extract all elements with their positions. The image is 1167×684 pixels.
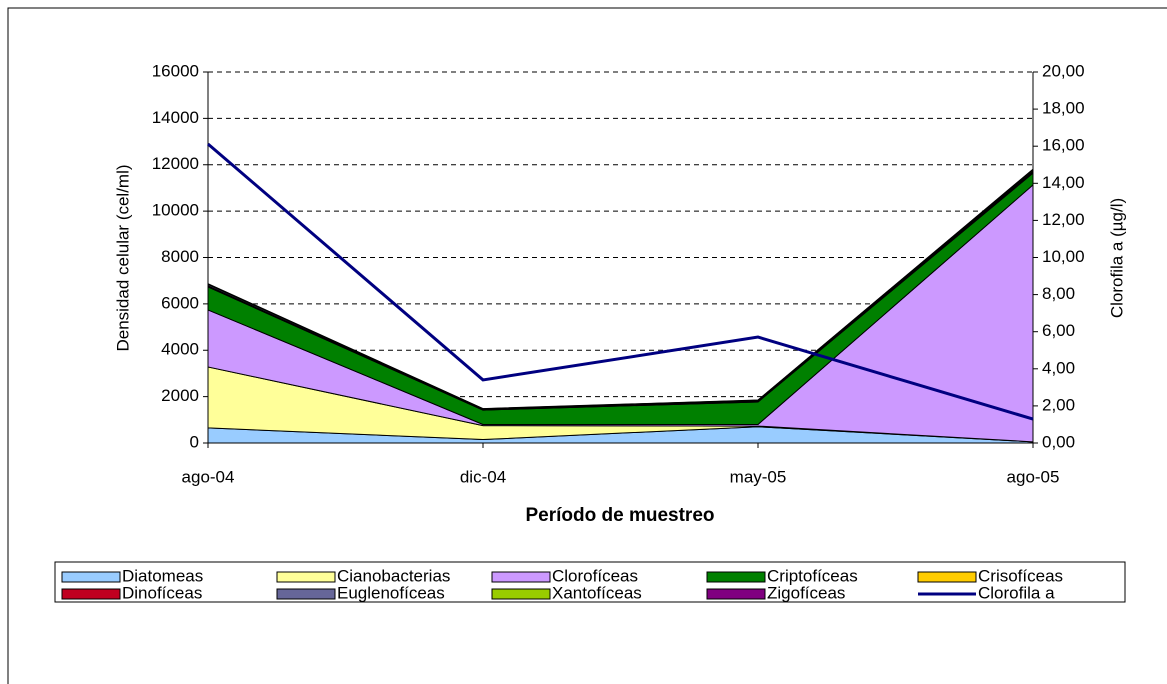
x-axis-label: Período de muestreo [526,505,715,526]
y2-tick-label: 14,00 [1042,173,1085,192]
y-tick-label: 14000 [152,108,199,127]
y2-tick-label: 16,00 [1042,136,1085,155]
y2-tick-label: 12,00 [1042,210,1085,229]
y-tick-label: 12000 [152,154,199,173]
legend-swatch [706,571,766,583]
legend-swatch [491,588,551,600]
x-tick-label: may-05 [730,467,787,486]
x-tick-label: dic-04 [460,467,506,486]
y2-tick-label: 20,00 [1042,61,1085,80]
x-tick-label: ago-04 [182,467,235,486]
legend-swatch [491,571,551,583]
legend-label: Dinofíceas [122,583,202,602]
legend-swatch [917,571,977,583]
legend-swatch [61,588,121,600]
y-tick-label: 16000 [152,61,199,80]
legend-swatch [706,588,766,600]
legend-swatch [276,588,336,600]
legend-swatch [61,571,121,583]
legend-swatch [276,571,336,583]
y-tick-label: 8000 [161,247,199,266]
y-tick-label: 2000 [161,386,199,405]
y-tick-label: 6000 [161,293,199,312]
y2-tick-label: 10,00 [1042,247,1085,266]
legend-label: Clorofíceas [552,566,638,585]
y2-tick-label: 6,00 [1042,321,1075,340]
y2-tick-label: 4,00 [1042,358,1075,377]
y-tick-label: 10000 [152,201,199,220]
y2-tick-label: 8,00 [1042,284,1075,303]
legend-label: Xantofíceas [552,583,642,602]
legend-label: Clorofila a [978,583,1055,602]
legend-label: Crisofíceas [978,566,1063,585]
y2-tick-label: 0,00 [1042,432,1075,451]
legend-box [54,561,1126,603]
legend-label: Cianobacterias [337,566,450,585]
legend-label: Euglenofíceas [337,583,445,602]
y2-tick-label: 18,00 [1042,99,1085,118]
y2-axis-label: Clorofila a (µg/l) [1107,198,1126,318]
y2-tick-label: 2,00 [1042,395,1075,414]
x-tick-label: ago-05 [1007,467,1060,486]
legend-label: Criptofíceas [767,566,858,585]
y-axis-label: Densidad celular (cel/ml) [113,164,132,351]
y-tick-label: 0 [190,432,199,451]
legend-label: Diatomeas [122,566,203,585]
line [207,142,1034,421]
y-tick-label: 4000 [161,340,199,359]
legend-label: Zigofíceas [767,583,845,602]
